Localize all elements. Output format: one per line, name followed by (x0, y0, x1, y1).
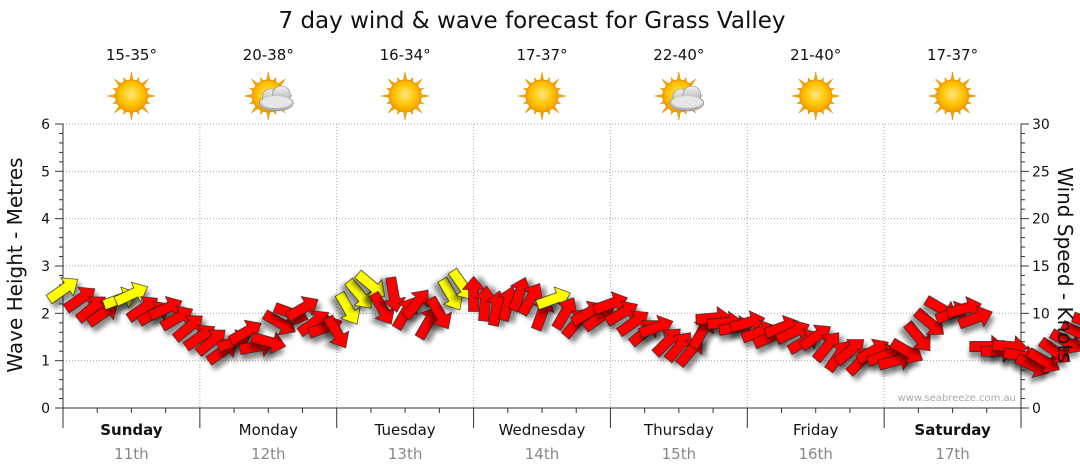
left-axis-title: Wave Height - Metres (3, 157, 27, 372)
left-tick-label: 1 (41, 354, 50, 370)
x-axis: Sunday 11th Monday 12th Tuesday 13th Wednesday… (62, 408, 1022, 463)
right-tick-label: 30 (1032, 117, 1050, 133)
wind-arrow-light (113, 281, 149, 307)
wind-arrow (250, 331, 287, 355)
wind-arrow (426, 295, 452, 330)
wind-arrow (368, 290, 395, 325)
day-label: Sunday (100, 421, 163, 439)
date-label: 15th (662, 445, 696, 463)
left-tick-label: 3 (41, 259, 50, 275)
wind-arrow (945, 296, 982, 319)
wind-arrow (903, 320, 931, 352)
wind-arrow (473, 285, 498, 322)
date-label: 17th (935, 445, 969, 463)
wind-arrow (261, 309, 296, 336)
sun-cloud-icon (654, 71, 705, 121)
wind-arrow-light (344, 277, 372, 309)
sun-icon (381, 71, 430, 121)
left-tick-label: 0 (41, 401, 50, 417)
wind-arrow (1048, 328, 1080, 355)
right-tick-label: 0 (1032, 401, 1041, 417)
wind-arrow (284, 296, 319, 322)
wind-arrow (637, 314, 674, 339)
date-label: 11th (114, 445, 148, 463)
wind-arrow (889, 337, 924, 364)
temperature-label: 22-40° (653, 46, 704, 64)
day-label: Thursday (643, 421, 714, 439)
wind-arrows (45, 267, 1080, 379)
left-tick-label: 6 (41, 117, 50, 133)
wind-arrow (811, 332, 840, 364)
plot-frame (62, 124, 1022, 409)
date-label: 14th (525, 445, 559, 463)
sun-icon (928, 71, 977, 121)
temperature-label: 21-40° (790, 46, 841, 64)
left-tick-label: 2 (41, 306, 50, 322)
daily-weather: 15-35° 20-38° 16-34° 17-37° 22-40° 21-40° 17-3… (106, 46, 978, 121)
wind-arrow (461, 275, 486, 312)
date-label: 16th (798, 445, 832, 463)
wind-arrow (323, 314, 350, 349)
date-label: 13th (388, 445, 422, 463)
wind-arrow (1037, 336, 1071, 364)
temperature-label: 15-35° (106, 46, 157, 64)
wind-arrow (517, 283, 544, 317)
temperature-label: 17-37° (927, 46, 978, 64)
wind-arrow (729, 310, 766, 333)
day-label: Tuesday (374, 421, 436, 439)
right-tick-label: 15 (1032, 259, 1050, 275)
temperature-label: 20-38° (243, 46, 294, 64)
wind-arrow (1071, 311, 1080, 336)
wind-arrow-light (334, 290, 361, 325)
left-tick-label: 5 (41, 164, 50, 180)
day-label: Saturday (914, 421, 991, 439)
wind-arrow (194, 329, 226, 357)
temperature-label: 17-37° (516, 46, 567, 64)
sun-icon (517, 71, 567, 121)
day-label: Friday (793, 421, 839, 439)
right-tick-label: 20 (1032, 212, 1050, 228)
right-tick-label: 25 (1032, 164, 1050, 180)
sun-cloud-icon (244, 71, 294, 121)
sun-icon (791, 71, 840, 121)
grid (63, 123, 1021, 408)
right-axis-title: Wind Speed - Knots (1053, 167, 1077, 363)
left-tick-label: 4 (41, 212, 50, 228)
wind-arrow (171, 315, 203, 343)
chart-title: 7 day wind & wave forecast for Grass Val… (279, 8, 786, 34)
wind-arrow (1060, 320, 1080, 345)
day-label: Wednesday (499, 421, 586, 439)
wind-arrow (833, 339, 865, 367)
wind-arrow (1026, 347, 1060, 374)
right-tick-label: 10 (1032, 306, 1050, 322)
day-label: Monday (239, 421, 298, 439)
watermark: www.seabreeze.com.au (898, 393, 1016, 404)
left-axis: 0 1 2 3 4 5 6 (41, 117, 63, 417)
right-axis: 051015202530 (1021, 117, 1050, 417)
wind-arrow-light (45, 277, 79, 305)
wind-arrow (401, 289, 429, 321)
wind-arrow (957, 305, 993, 330)
temperature-label: 16-34° (380, 46, 431, 64)
sun-icon (107, 71, 156, 121)
wind-arrow (227, 319, 262, 346)
wind-arrow (551, 297, 578, 332)
date-label: 12th (251, 445, 285, 463)
